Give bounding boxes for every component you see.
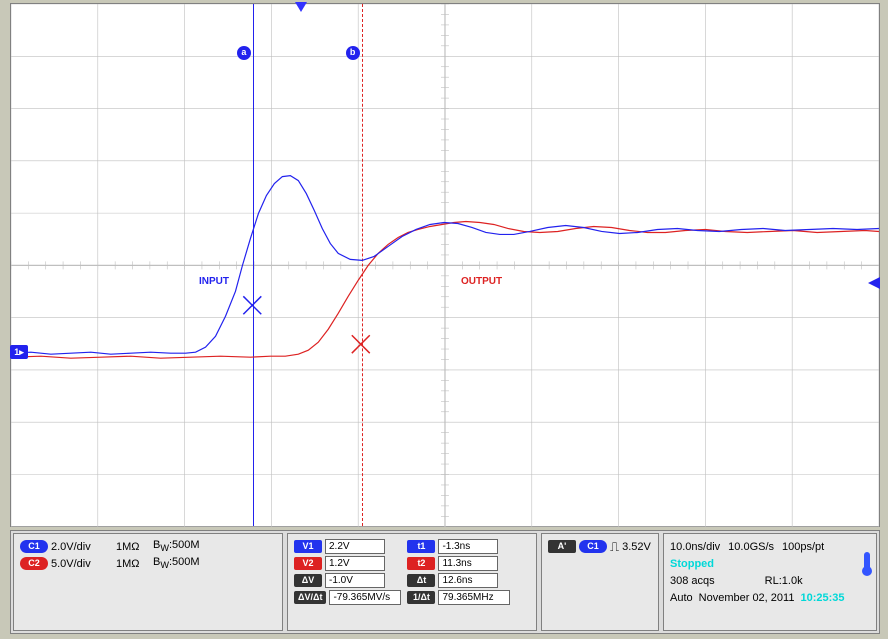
v2-badge: V2 xyxy=(294,557,322,570)
record-length: RL:1.0k xyxy=(765,575,803,587)
cursor-readout-panel: V12.2V V21.2V ΔV-1.0V ΔV/Δt-79.365MV/s t… xyxy=(287,533,537,631)
thermometer-icon xyxy=(864,552,870,572)
trigger-mode: Auto xyxy=(670,592,693,604)
ch1-scale: 2.0V/div xyxy=(51,541,113,553)
t1-badge: t1 xyxy=(407,540,435,553)
resolution: 100ps/pt xyxy=(782,541,824,553)
channels-panel: C1 2.0V/div 1MΩ BW:500M C2 5.0V/div 1MΩ … xyxy=(13,533,283,631)
dv-value: -1.0V xyxy=(325,573,385,588)
trigger-panel: A' C1 ⎍ 3.52V xyxy=(541,533,659,631)
acq-count: 308 acqs xyxy=(670,575,715,587)
dvdt-badge: ΔV/Δt xyxy=(294,591,326,604)
timebase-line1: 10.0ns/div 10.0GS/s 100ps/pt xyxy=(670,538,870,555)
dt-value: 12.6ns xyxy=(438,573,498,588)
sample-rate: 10.0GS/s xyxy=(728,541,774,553)
waveforms-layer xyxy=(11,4,879,527)
dt-badge: Δt xyxy=(407,574,435,587)
dvdt-value: -79.365MV/s xyxy=(329,590,401,605)
acq-status: Stopped xyxy=(670,558,714,570)
fdt-value: 79.365MHz xyxy=(438,590,510,605)
trigger-a-prime-badge: A' xyxy=(548,540,576,553)
time: 10:25:35 xyxy=(800,592,844,604)
trigger-source-badge[interactable]: C1 xyxy=(579,540,607,553)
ch2-readout-row: C2 5.0V/div 1MΩ BW:500M xyxy=(20,555,276,572)
ch2-bw: BW:500M xyxy=(153,556,200,570)
timebase-panel: 10.0ns/div 10.0GS/s 100ps/pt Stopped 308… xyxy=(663,533,877,631)
trigger-level: 3.52V xyxy=(622,541,651,553)
date: November 02, 2011 xyxy=(699,592,795,604)
output-trace-label: OUTPUT xyxy=(461,276,502,287)
ch1-readout-row: C1 2.0V/div 1MΩ BW:500M xyxy=(20,538,276,555)
ch1-ground-marker[interactable]: 1▸ xyxy=(10,345,28,359)
ch2-scale: 5.0V/div xyxy=(51,558,113,570)
t2-badge: t2 xyxy=(407,557,435,570)
time-div: 10.0ns/div xyxy=(670,541,720,553)
t2-value: 11.3ns xyxy=(438,556,498,571)
oscilloscope-display: a b INPUT OUTPUT 1▸ xyxy=(10,3,880,527)
ch2-coupling: 1MΩ xyxy=(116,558,150,570)
input-trace-label: INPUT xyxy=(199,276,229,287)
rising-edge-icon: ⎍ xyxy=(610,539,619,555)
ch1-badge[interactable]: C1 xyxy=(20,540,48,553)
ch1-coupling: 1MΩ xyxy=(116,541,150,553)
fdt-badge: 1/Δt xyxy=(407,591,435,604)
v2-value: 1.2V xyxy=(325,556,385,571)
trigger-readout: A' C1 ⎍ 3.52V xyxy=(548,538,652,555)
t1-value: -1.3ns xyxy=(438,539,498,554)
status-bar: C1 2.0V/div 1MΩ BW:500M C2 5.0V/div 1MΩ … xyxy=(10,530,880,634)
v1-badge: V1 xyxy=(294,540,322,553)
v1-value: 2.2V xyxy=(325,539,385,554)
ch2-ground-arrow xyxy=(868,277,880,289)
ch1-bw: BW:500M xyxy=(153,539,200,553)
ch2-badge[interactable]: C2 xyxy=(20,557,48,570)
dv-badge: ΔV xyxy=(294,574,322,587)
